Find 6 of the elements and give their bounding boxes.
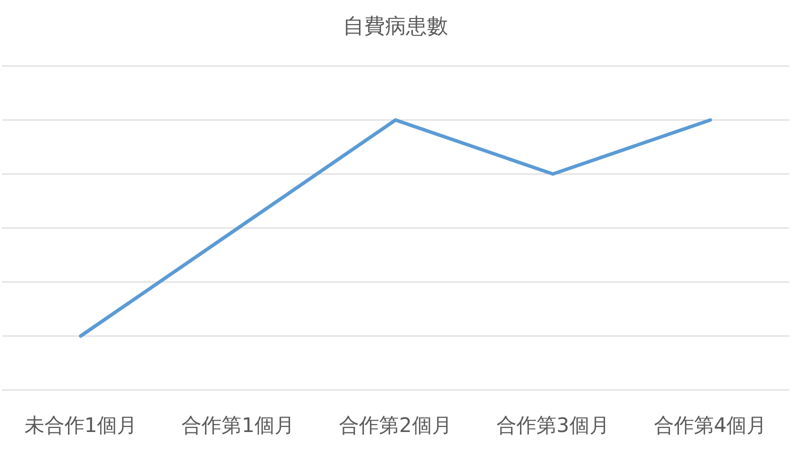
x-tick-label: 合作第2個月	[339, 413, 452, 437]
x-tick-label: 合作第4個月	[654, 413, 767, 437]
x-tick-label: 合作第3個月	[496, 413, 610, 437]
chart-title: 自費病患數	[343, 14, 448, 38]
x-tick-label: 合作第1個月	[182, 413, 294, 437]
x-tick-label: 未合作1個月	[24, 413, 138, 437]
